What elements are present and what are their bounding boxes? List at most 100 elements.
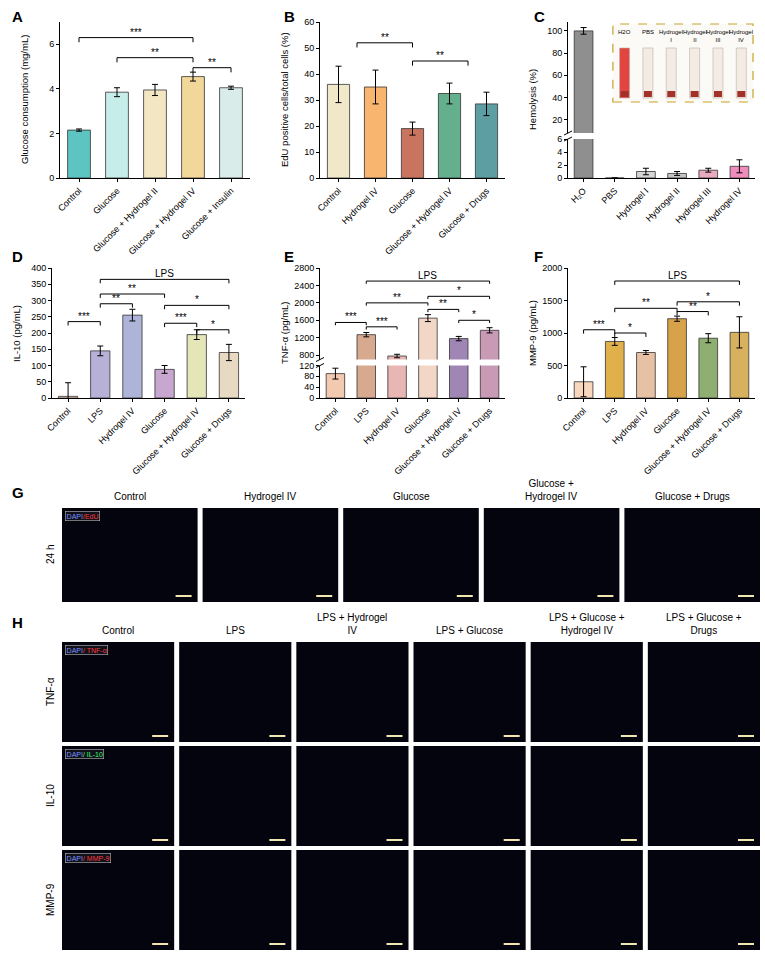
svg-text:24 h: 24 h bbox=[45, 545, 56, 564]
svg-text:IL-10: IL-10 bbox=[45, 784, 56, 807]
svg-text:**: ** bbox=[439, 298, 447, 309]
svg-text:40: 40 bbox=[304, 382, 314, 392]
svg-text:Glucose + Hydrogel IV: Glucose + Hydrogel IV bbox=[130, 406, 201, 477]
svg-text:**: ** bbox=[128, 283, 136, 294]
svg-text:***: *** bbox=[593, 319, 605, 330]
svg-text:HydrogelIII: HydrogelIII bbox=[706, 29, 730, 43]
svg-text:H2O: H2O bbox=[618, 29, 631, 35]
svg-text:DAPI/ MMP-9: DAPI/ MMP-9 bbox=[67, 855, 110, 862]
svg-text:LPS: LPS bbox=[418, 270, 437, 281]
svg-text:***: *** bbox=[376, 316, 388, 327]
svg-text:4: 4 bbox=[49, 84, 54, 94]
svg-text:80: 80 bbox=[304, 371, 314, 381]
svg-text:50: 50 bbox=[36, 377, 46, 387]
svg-text:Glucose + Hydrogel IV: Glucose + Hydrogel IV bbox=[642, 406, 713, 477]
svg-text:Hemolysis (%): Hemolysis (%) bbox=[527, 69, 538, 130]
svg-text:LPS + Glucose: LPS + Glucose bbox=[436, 625, 503, 636]
svg-text:2000: 2000 bbox=[542, 263, 562, 273]
svg-text:**: ** bbox=[642, 297, 650, 308]
svg-text:4: 4 bbox=[557, 147, 562, 157]
svg-text:B: B bbox=[284, 8, 295, 25]
svg-text:E: E bbox=[284, 248, 294, 265]
svg-text:250: 250 bbox=[31, 312, 46, 322]
svg-text:Glucose + Drugs: Glucose + Drugs bbox=[436, 185, 491, 240]
svg-text:2800: 2800 bbox=[294, 263, 314, 273]
svg-text:30: 30 bbox=[304, 95, 314, 105]
svg-text:A: A bbox=[12, 8, 23, 25]
svg-text:Hydrogel IV: Hydrogel IV bbox=[610, 406, 650, 446]
svg-text:Glucose: Glucose bbox=[402, 406, 432, 436]
svg-text:MMP-9: MMP-9 bbox=[45, 883, 56, 916]
svg-text:2: 2 bbox=[557, 160, 562, 170]
svg-text:MMP-9 (pg/mL): MMP-9 (pg/mL) bbox=[527, 300, 538, 366]
svg-text:Glucose: Glucose bbox=[393, 491, 430, 502]
svg-text:*: * bbox=[211, 319, 215, 330]
svg-text:100: 100 bbox=[31, 361, 46, 371]
svg-text:Control: Control bbox=[56, 186, 84, 214]
svg-text:Glucose: Glucose bbox=[91, 186, 121, 216]
svg-text:0: 0 bbox=[557, 173, 562, 183]
svg-text:Glucose + Drugs: Glucose + Drugs bbox=[689, 405, 744, 460]
svg-text:400: 400 bbox=[31, 263, 46, 273]
svg-text:40: 40 bbox=[304, 69, 314, 79]
svg-text:LPS + Glucose +Drugs: LPS + Glucose +Drugs bbox=[666, 612, 742, 636]
svg-text:Glucose consumption (mg/mL): Glucose consumption (mg/mL) bbox=[19, 35, 30, 164]
svg-text:D: D bbox=[12, 248, 23, 265]
svg-text:Glucose + Hydrogel IV: Glucose + Hydrogel IV bbox=[383, 186, 454, 257]
svg-text:150: 150 bbox=[31, 344, 46, 354]
svg-text:Glucose + Insulin: Glucose + Insulin bbox=[180, 186, 236, 242]
svg-text:1000: 1000 bbox=[542, 328, 562, 338]
svg-text:Glucose + Drugs: Glucose + Drugs bbox=[655, 491, 730, 502]
svg-text:2: 2 bbox=[49, 129, 54, 139]
svg-text:Glucose + Drugs: Glucose + Drugs bbox=[440, 405, 495, 460]
svg-text:60: 60 bbox=[304, 17, 314, 27]
svg-text:1600: 1600 bbox=[294, 315, 314, 325]
svg-text:*: * bbox=[628, 322, 632, 333]
svg-text:0: 0 bbox=[309, 173, 314, 183]
svg-text:DAPI/ IL-10: DAPI/ IL-10 bbox=[67, 751, 103, 758]
svg-text:H₂O: H₂O bbox=[569, 186, 588, 205]
svg-text:Control: Control bbox=[102, 625, 134, 636]
svg-text:200: 200 bbox=[31, 328, 46, 338]
svg-text:PBS: PBS bbox=[600, 186, 620, 206]
svg-text:TNF-α (pg/mL): TNF-α (pg/mL) bbox=[279, 302, 290, 365]
svg-text:**: ** bbox=[381, 32, 389, 43]
svg-text:Glucose + Drugs: Glucose + Drugs bbox=[179, 405, 234, 460]
svg-text:0: 0 bbox=[49, 173, 54, 183]
svg-text:Glucose: Glucose bbox=[139, 406, 169, 436]
svg-text:50: 50 bbox=[304, 43, 314, 53]
svg-text:LPS: LPS bbox=[226, 625, 245, 636]
svg-text:Hydrogel IV: Hydrogel IV bbox=[340, 186, 380, 226]
svg-text:LPS + HydrogelIV: LPS + HydrogelIV bbox=[317, 612, 387, 636]
svg-text:Hydrogel IV: Hydrogel IV bbox=[704, 186, 744, 226]
svg-text:***: *** bbox=[130, 27, 142, 38]
svg-text:*: * bbox=[457, 285, 461, 296]
svg-text:Glucose: Glucose bbox=[651, 406, 681, 436]
svg-text:Control: Control bbox=[312, 406, 340, 434]
svg-text:20: 20 bbox=[552, 115, 562, 125]
svg-text:60: 60 bbox=[552, 70, 562, 80]
svg-text:40: 40 bbox=[552, 93, 562, 103]
svg-text:350: 350 bbox=[31, 279, 46, 289]
svg-text:80: 80 bbox=[552, 48, 562, 58]
svg-text:IL-10 (pg/mL): IL-10 (pg/mL) bbox=[11, 305, 22, 362]
svg-text:2400: 2400 bbox=[294, 281, 314, 291]
svg-text:G: G bbox=[12, 484, 24, 501]
svg-text:100: 100 bbox=[547, 26, 562, 36]
svg-text:120: 120 bbox=[299, 361, 314, 371]
svg-text:LPS: LPS bbox=[352, 406, 371, 425]
svg-text:TNF-α: TNF-α bbox=[45, 677, 56, 706]
svg-text:***: *** bbox=[345, 311, 357, 322]
svg-text:EdU positive cells/total cells: EdU positive cells/total cells (%) bbox=[279, 32, 290, 167]
svg-text:*: * bbox=[472, 309, 476, 320]
svg-text:Control: Control bbox=[561, 406, 589, 434]
svg-text:Glucose + Hydrogel II: Glucose + Hydrogel II bbox=[91, 186, 159, 254]
svg-text:1200: 1200 bbox=[294, 333, 314, 343]
svg-text:0: 0 bbox=[41, 393, 46, 403]
svg-text:LPS: LPS bbox=[86, 406, 105, 425]
svg-text:800: 800 bbox=[299, 350, 314, 360]
svg-text:Control: Control bbox=[114, 491, 146, 502]
svg-text:C: C bbox=[534, 8, 545, 25]
svg-text:HydrogelII: HydrogelII bbox=[683, 29, 707, 43]
svg-text:LPS: LPS bbox=[600, 406, 619, 425]
